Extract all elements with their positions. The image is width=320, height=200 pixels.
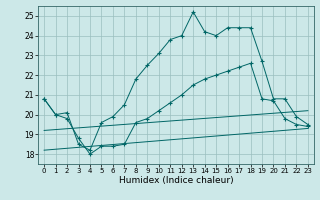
X-axis label: Humidex (Indice chaleur): Humidex (Indice chaleur) <box>119 176 233 185</box>
